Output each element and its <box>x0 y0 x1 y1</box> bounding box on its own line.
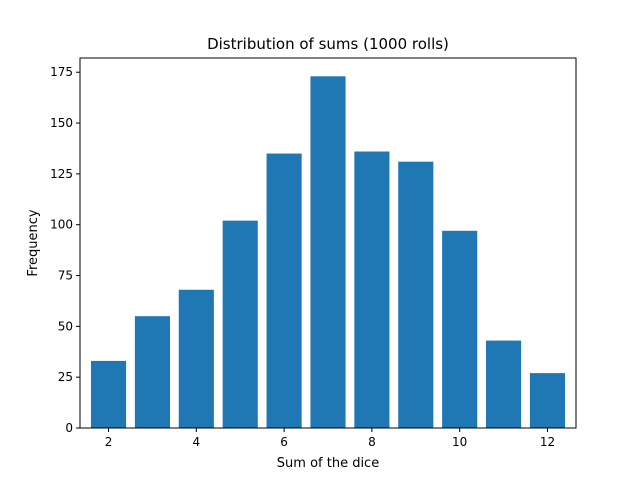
bar-2 <box>90 360 127 428</box>
y-tick-label: 175 <box>50 65 73 79</box>
bar-12 <box>529 373 566 428</box>
x-tick-label: 10 <box>452 435 467 449</box>
x-axis-label: Sum of the dice <box>277 456 379 471</box>
x-axis-ticks: 2 4 6 8 10 12 <box>105 428 555 449</box>
y-tick-label: 125 <box>50 167 73 181</box>
bar-8 <box>354 151 390 428</box>
chart-title: Distribution of sums (1000 rolls) <box>207 35 449 53</box>
bar-11 <box>486 340 522 428</box>
x-tick-label: 8 <box>368 435 376 449</box>
bar-6 <box>266 153 302 429</box>
y-tick-label: 50 <box>58 319 73 333</box>
x-tick-label: 2 <box>105 435 113 449</box>
y-tick-label: 0 <box>65 421 73 435</box>
y-tick-label: 100 <box>50 218 73 232</box>
bars-group <box>90 76 566 429</box>
bar-7 <box>310 76 346 429</box>
bar-3 <box>134 316 170 428</box>
y-axis-ticks: 0 25 50 75 100 125 150 175 <box>50 65 80 435</box>
bar-9 <box>398 161 434 428</box>
bar-5 <box>222 220 258 428</box>
y-axis-label: Frequency <box>26 209 41 276</box>
x-tick-label: 6 <box>280 435 288 449</box>
plot-frame <box>79 57 577 429</box>
bar-4 <box>178 289 214 428</box>
bar-10 <box>442 230 478 428</box>
y-tick-label: 150 <box>50 116 73 130</box>
y-tick-label: 75 <box>58 269 73 283</box>
x-tick-label: 4 <box>192 435 200 449</box>
x-tick-label: 12 <box>540 435 555 449</box>
y-tick-label: 25 <box>58 370 73 384</box>
